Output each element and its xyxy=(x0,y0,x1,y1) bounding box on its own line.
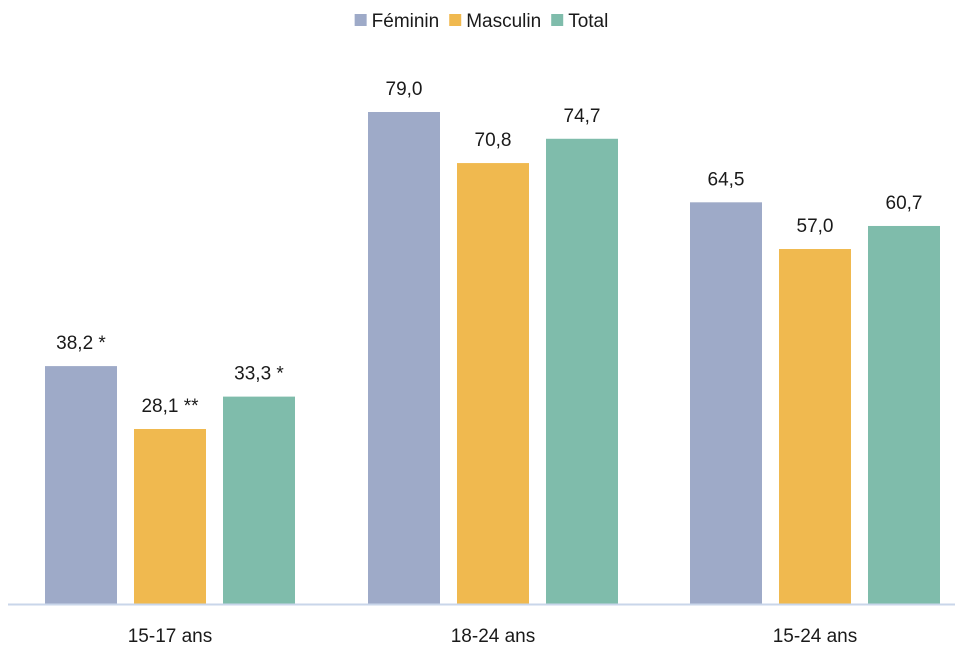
legend-swatch xyxy=(449,14,462,26)
data-label: 33,3 * xyxy=(234,364,284,385)
legend: Féminin Masculin Total xyxy=(354,11,608,32)
x-tick-labels-group: 15-17 ans 18-24 ans 15-24 ans xyxy=(128,626,858,647)
bar-féminin-1 xyxy=(45,366,117,604)
bars-group xyxy=(45,112,940,605)
data-label: 60,7 xyxy=(886,193,923,214)
bar-masculin-3 xyxy=(779,249,851,604)
data-label: 28,1 ** xyxy=(141,396,199,417)
value-labels-group: 38,2 * 28,1 ** 33,3 * 79,0 70,8 74,7 64,5 57,0 6… xyxy=(56,79,922,417)
legend-label: Total xyxy=(568,11,608,32)
bar-total-2 xyxy=(546,138,618,605)
bar-total-1 xyxy=(223,396,295,604)
bar-féminin-3 xyxy=(690,202,762,604)
data-label: 70,8 xyxy=(475,130,512,151)
legend-swatch xyxy=(354,14,367,26)
x-tick-label: 15-24 ans xyxy=(773,626,858,646)
legend-label: Féminin xyxy=(372,11,440,32)
data-label: 38,2 * xyxy=(56,333,106,354)
x-tick-label: 15-17 ans xyxy=(128,626,213,646)
data-label: 74,7 xyxy=(564,106,601,127)
data-label: 79,0 xyxy=(386,79,423,100)
bar-masculin-2 xyxy=(457,163,529,604)
x-tick-label: 18-24 ans xyxy=(451,626,536,646)
legend-swatch xyxy=(551,14,564,26)
bar-masculin-1 xyxy=(134,428,206,604)
data-label: 57,0 xyxy=(797,216,834,237)
bar-total-3 xyxy=(868,225,940,605)
data-label: 64,5 xyxy=(708,169,745,190)
bar-féminin-2 xyxy=(368,112,440,604)
legend-label: Masculin xyxy=(466,11,541,32)
